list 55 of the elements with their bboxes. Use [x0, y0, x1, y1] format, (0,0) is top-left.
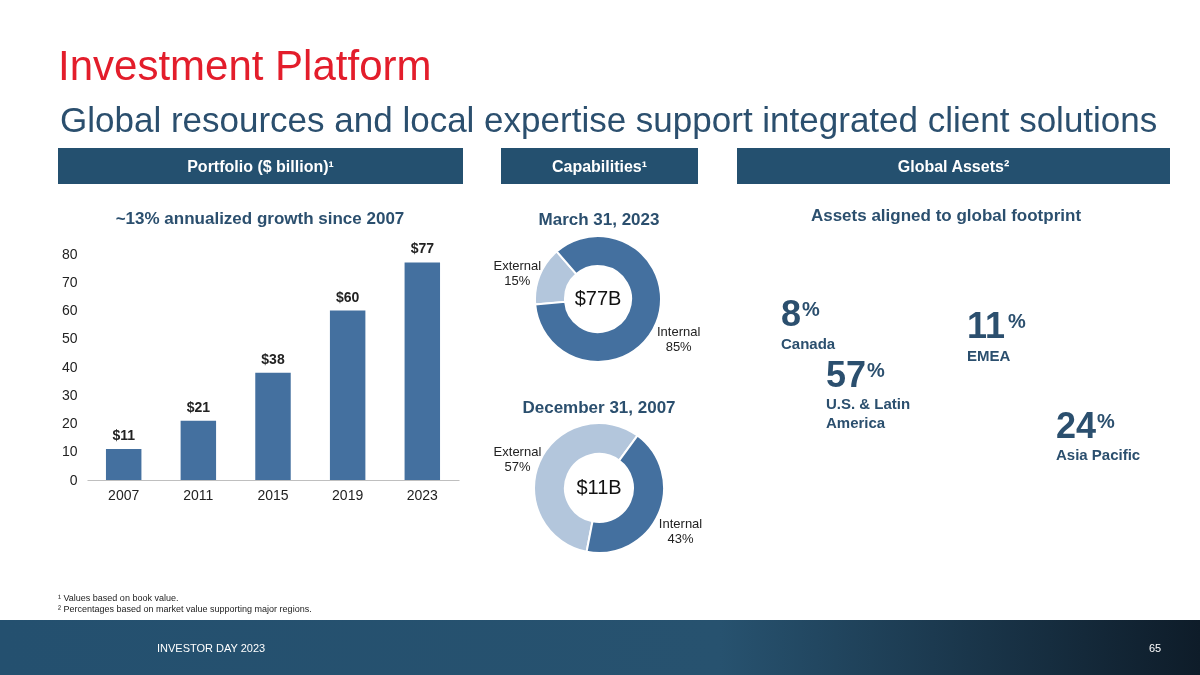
- data-label: $77: [410, 240, 435, 257]
- y-tick-label: 20: [61, 415, 78, 431]
- y-tick-label: 50: [61, 330, 78, 347]
- chart-title: December 31, 2007: [522, 398, 676, 417]
- text: ¹ Values based on book value.: [58, 593, 179, 603]
- text: Global Assets²: [897, 158, 1010, 175]
- y-tick-label: 0: [69, 471, 78, 488]
- y-tick-label: 70: [61, 273, 78, 290]
- category-label: Asia Pacific: [1056, 446, 1141, 463]
- bar: [180, 420, 217, 480]
- text: ² Percentages based on market value supporting major regions.: [58, 604, 312, 614]
- data-label: 57%: [826, 354, 886, 395]
- y-tick-label: 60: [61, 302, 78, 318]
- text: $77B: [574, 287, 622, 309]
- category-label: Canada: [781, 335, 836, 352]
- x-tick-label: 2019: [332, 486, 364, 503]
- x-tick-label: 2007: [108, 486, 140, 503]
- category-label: U.S. & Latin America: [826, 395, 911, 431]
- data-label: 57%: [504, 459, 531, 475]
- data-label: 24%: [1056, 405, 1116, 446]
- bar: [105, 448, 142, 480]
- data-label: 11%: [967, 305, 1027, 346]
- y-tick-label: 40: [61, 358, 78, 375]
- slice-label: Internal: [656, 323, 701, 339]
- x-tick-label: 2011: [183, 486, 214, 503]
- text: Investment Platform: [58, 42, 432, 89]
- text: $11B: [576, 476, 622, 498]
- x-tick-label: 2023: [406, 486, 439, 503]
- data-label: 43%: [667, 530, 694, 546]
- data-label: 8%: [781, 293, 821, 334]
- chart-subtitle: ~13% annualized growth since 2007: [115, 209, 405, 228]
- slice-label: External: [493, 258, 542, 274]
- chart-title: Capabilities¹: [551, 158, 648, 175]
- text: INVESTOR DAY 2023: [157, 642, 266, 654]
- text: Assets aligned to global footprint: [810, 206, 1082, 225]
- chart-title: Portfolio ($ billion)¹: [187, 158, 334, 175]
- text: Global resources and local expertise support integrated client solutions: [60, 100, 1158, 139]
- bar: [255, 372, 291, 480]
- data-label: 15%: [504, 273, 531, 289]
- x-tick-label: 2015: [257, 486, 289, 503]
- y-tick-label: 30: [61, 386, 78, 403]
- data-label: $60: [335, 288, 360, 305]
- chart-subtitle: March 31, 2023: [538, 210, 660, 229]
- bar: [404, 262, 441, 480]
- data-label: $38: [261, 350, 285, 367]
- y-tick-label: 10: [61, 443, 78, 460]
- slice-label: Internal: [658, 515, 703, 531]
- category-label: EMEA: [967, 347, 1011, 364]
- text: 65: [1148, 642, 1162, 654]
- data-label: 85%: [665, 338, 693, 354]
- bar: [329, 310, 366, 480]
- y-tick-label: 80: [61, 245, 78, 262]
- data-label: $21: [186, 398, 211, 415]
- slice-label: External: [493, 444, 542, 460]
- data-label: $11: [112, 426, 136, 443]
